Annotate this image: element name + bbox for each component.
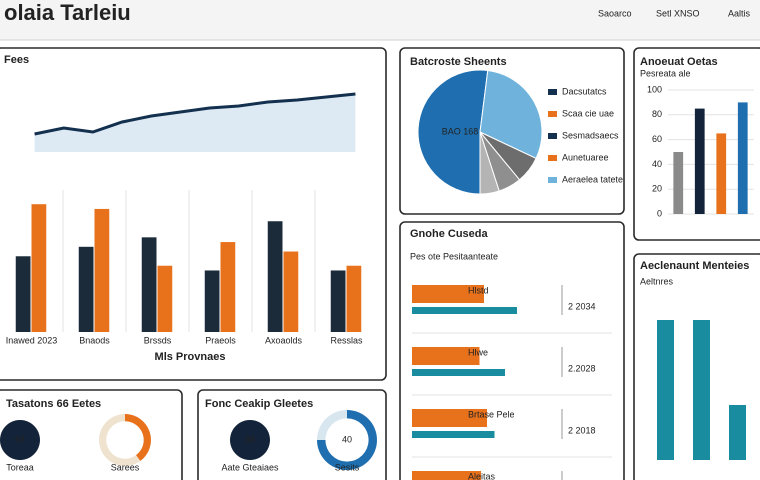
panel-title: Gnohe Cuseda (410, 228, 489, 240)
donut-name: Toreaa (6, 462, 34, 472)
side-label: 2 2018 (568, 425, 596, 435)
y-tick-label: 0 (657, 208, 662, 218)
side-label: 2.2028 (568, 363, 596, 373)
panel-title: Fonc Ceakip Gleetes (205, 398, 313, 410)
y-tick-label: 80 (652, 109, 662, 119)
bar (94, 208, 110, 332)
category-label: Hlstd (468, 285, 489, 295)
x-tick-label: Brssds (144, 335, 172, 345)
x-tick-label: Inawed 2023 (6, 335, 58, 345)
category-label: Brtase Pele (468, 409, 515, 419)
bar (141, 237, 157, 332)
bar (412, 369, 505, 376)
panel-title: Batcroste Sheents (410, 56, 507, 68)
top-bar (0, 0, 760, 40)
bar (31, 204, 47, 332)
bar (15, 256, 31, 332)
panel-title: Anoeuat Oetas (640, 56, 718, 68)
legend-swatch (548, 177, 557, 183)
x-tick-label: Bnaods (79, 335, 110, 345)
legend-label: Aeraelea tatete (562, 174, 623, 184)
donut-name: Sarees (111, 462, 140, 472)
legend-swatch (548, 133, 557, 139)
panel-subtitle: Pesreata ale (640, 68, 691, 78)
page-title: olaia Tarleiu (4, 0, 131, 25)
bar (412, 409, 487, 427)
area (34, 94, 356, 152)
bar (729, 405, 746, 460)
donut-name: Aate Gteaiaes (221, 462, 279, 472)
donut-label: 40 (342, 434, 352, 444)
panel-title: Fees (4, 54, 29, 66)
legend-swatch (548, 155, 557, 161)
bar (78, 246, 94, 332)
x-tick-label: Praeols (205, 335, 236, 345)
bar (716, 133, 727, 214)
bar (267, 221, 283, 332)
pie-slice (479, 69, 543, 160)
nav-item[interactable]: Aaltis (728, 8, 751, 18)
bar (220, 242, 236, 332)
bar (204, 270, 220, 332)
donut-slice (229, 420, 270, 460)
bar (412, 307, 517, 314)
legend-label: Sesmadsaecs (562, 130, 619, 140)
bar (412, 471, 481, 480)
category-label: Aleitas (468, 471, 496, 480)
donut-label: 88 (245, 434, 255, 444)
bar (412, 431, 495, 438)
donut-name: Sesits (335, 462, 360, 472)
bar (412, 285, 484, 303)
bar (283, 251, 299, 332)
pie-label: BAO 168 (442, 126, 479, 136)
y-tick-label: 100 (647, 84, 662, 94)
donut-slice (99, 414, 141, 466)
y-tick-label: 60 (652, 134, 662, 144)
legend-swatch (548, 111, 557, 117)
bar (694, 108, 705, 214)
panel-title: Aeclenaunt Menteies (640, 260, 749, 272)
side-label: 2 2034 (568, 301, 596, 311)
nav-item[interactable]: Saoarco (598, 8, 632, 18)
bar (330, 270, 346, 332)
donut-label: 68 (15, 434, 25, 444)
bar (346, 265, 362, 332)
pie-slice (417, 69, 489, 195)
panel-subtitle: Aeltnres (640, 276, 674, 286)
bar (157, 265, 173, 332)
legend-label: Scaa cie uae (562, 108, 614, 118)
legend-label: Dacsutatcs (562, 86, 607, 96)
y-tick-label: 20 (652, 184, 662, 194)
x-axis-label: Mls Provnaes (155, 351, 226, 363)
donut-slice (0, 420, 40, 460)
panel-title: Tasatons 66 Eetes (6, 398, 101, 410)
line (34, 92, 356, 136)
donut-slice (317, 410, 347, 440)
bar (657, 320, 674, 460)
bar (412, 347, 480, 365)
legend-swatch (548, 89, 557, 95)
x-tick-label: Resslas (330, 335, 363, 345)
nav-item[interactable]: Setl XNSO (656, 8, 700, 18)
pie-slice (479, 131, 500, 195)
donut-slice (125, 414, 152, 462)
y-tick-label: 40 (652, 159, 662, 169)
panel-subtitle: Pes ote Pesitaanteate (410, 251, 498, 261)
legend-label: Aunetuaree (562, 152, 609, 162)
x-tick-label: Axoaolds (265, 335, 303, 345)
bar (737, 102, 748, 214)
category-label: Hlwe (468, 347, 488, 357)
bar (673, 152, 684, 214)
bar (693, 320, 710, 460)
